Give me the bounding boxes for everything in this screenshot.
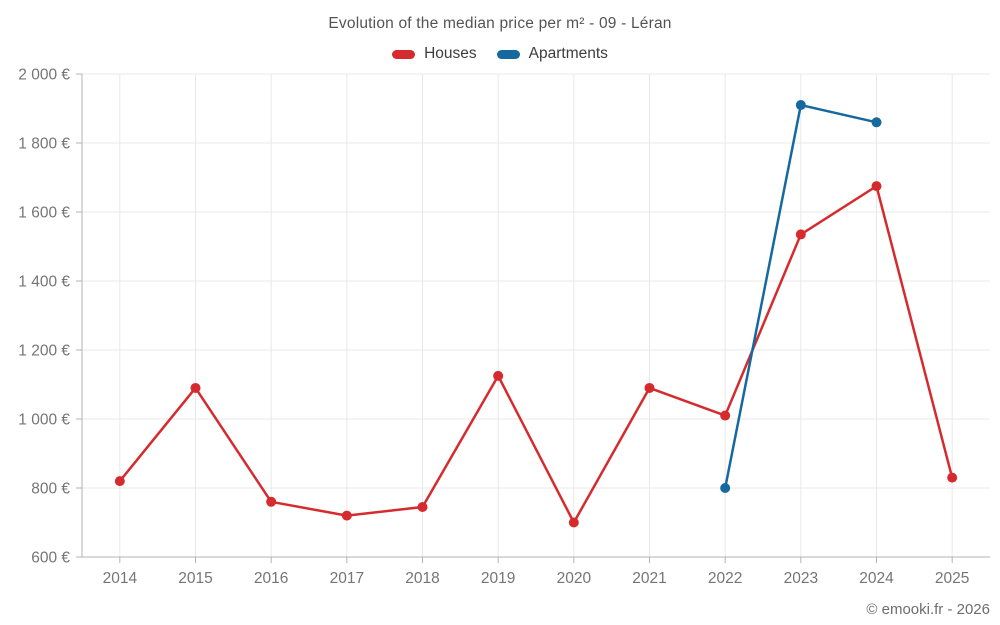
legend-label-apartments: Apartments	[528, 45, 608, 62]
data-point-houses-2020[interactable]	[568, 517, 579, 528]
footer-credit: © emooki.fr - 2026	[866, 601, 990, 618]
chart-title: Evolution of the median price per m² - 0…	[328, 15, 672, 32]
data-point-houses-2014[interactable]	[114, 476, 125, 487]
x-tick-label-2021: 2021	[632, 570, 666, 587]
x-tick-label-2018: 2018	[405, 570, 439, 587]
y-tick-label-1200: 1 200 €	[18, 343, 70, 360]
data-point-apartments-2024[interactable]	[871, 117, 882, 128]
x-tick-label-2025: 2025	[935, 570, 969, 587]
x-tick-label-2016: 2016	[254, 570, 288, 587]
data-point-houses-2015[interactable]	[190, 382, 201, 393]
y-tick-label-1400: 1 400 €	[18, 274, 70, 291]
y-tick-label-600: 600 €	[31, 550, 70, 567]
data-point-houses-2021[interactable]	[644, 382, 655, 393]
data-point-apartments-2023[interactable]	[795, 100, 806, 111]
legend-label-houses: Houses	[424, 45, 477, 62]
data-point-houses-2025[interactable]	[947, 472, 958, 483]
data-point-houses-2023[interactable]	[795, 229, 806, 240]
x-tick-label-2023: 2023	[784, 570, 818, 587]
data-point-houses-2016[interactable]	[266, 496, 277, 507]
y-tick-label-1600: 1 600 €	[18, 205, 70, 222]
x-tick-label-2017: 2017	[330, 570, 364, 587]
data-point-houses-2024[interactable]	[871, 181, 882, 192]
x-tick-label-2020: 2020	[557, 570, 592, 587]
x-tick-label-2015: 2015	[178, 570, 212, 587]
x-tick-label-2019: 2019	[481, 570, 515, 587]
chart-legend: Houses Apartments	[0, 45, 1000, 63]
data-point-apartments-2022[interactable]	[720, 483, 731, 493]
data-point-houses-2019[interactable]	[493, 370, 504, 381]
y-tick-label-2000: 2 000 €	[18, 67, 70, 84]
x-tick-label-2022: 2022	[708, 570, 742, 587]
series-line-houses	[118, 184, 954, 524]
data-point-houses-2017[interactable]	[341, 510, 352, 521]
legend-item-apartments[interactable]: Apartments	[496, 45, 608, 63]
data-point-houses-2022[interactable]	[720, 410, 731, 421]
houses-swatch-icon	[392, 49, 416, 59]
x-tick-label-2024: 2024	[859, 570, 894, 587]
legend-item-houses[interactable]: Houses	[392, 45, 477, 63]
y-tick-label-1800: 1 800 €	[18, 136, 70, 153]
data-point-houses-2018[interactable]	[417, 501, 428, 512]
x-tick-label-2014: 2014	[103, 570, 138, 587]
y-tick-label-1000: 1 000 €	[18, 412, 70, 429]
y-tick-label-800: 800 €	[31, 481, 70, 498]
apartments-swatch-icon	[496, 49, 520, 59]
